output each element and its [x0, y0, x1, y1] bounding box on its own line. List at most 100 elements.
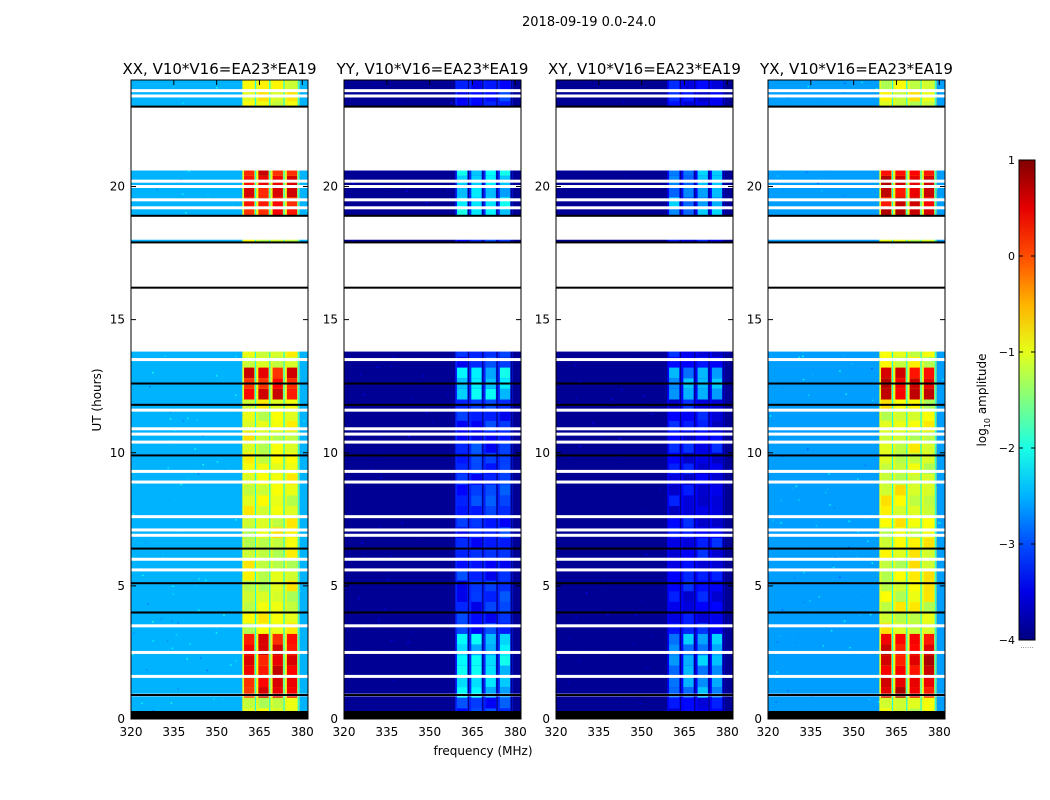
band-cell [895, 676, 905, 687]
noise-cell [447, 394, 449, 396]
band-separator [892, 80, 893, 719]
y-tick-label: 0 [330, 712, 338, 726]
noise-cell [385, 667, 387, 669]
band-cell [712, 495, 722, 506]
flag-line [344, 528, 521, 531]
band-cell [244, 676, 254, 687]
noise-cell [451, 102, 453, 104]
flag-line [556, 528, 733, 531]
band-cell [287, 410, 297, 421]
band-cell [486, 538, 496, 549]
band-cell [669, 389, 679, 400]
noise-cell [386, 628, 388, 630]
data-gap [344, 242, 521, 287]
band-cell [698, 453, 708, 464]
noise-cell [392, 420, 394, 422]
noise-cell [775, 701, 777, 703]
noise-cell [633, 644, 635, 646]
band-cell [258, 495, 268, 506]
band-cell [881, 655, 891, 666]
band-cell [500, 698, 510, 709]
band-cell [698, 485, 708, 496]
y-tick-label: 10 [323, 446, 338, 460]
noise-cell [357, 648, 359, 650]
band-cell [910, 442, 920, 453]
band-cell [457, 591, 467, 602]
noise-cell [218, 423, 220, 425]
noise-cell [376, 452, 378, 454]
flag-line [131, 180, 308, 183]
band-cell [457, 538, 467, 549]
noise-cell [782, 609, 784, 611]
band-cell [881, 613, 891, 624]
noise-cell [942, 379, 944, 381]
band-cell [669, 495, 679, 506]
band-cell [924, 602, 934, 613]
band-cell [486, 517, 496, 528]
flag-line [131, 94, 308, 97]
x-tick-label: 320 [333, 725, 356, 739]
band-cell [244, 581, 254, 592]
band-cell [669, 591, 679, 602]
band-cell [895, 581, 905, 592]
noise-cell [230, 664, 232, 666]
band-separator [708, 80, 709, 719]
band-cell [895, 634, 905, 645]
flag-line [131, 433, 308, 436]
flag-line [131, 470, 308, 473]
band-cell [486, 602, 496, 613]
x-tick-label: 335 [375, 725, 398, 739]
noise-cell [153, 640, 155, 642]
band-cell [273, 485, 283, 496]
band-cell [881, 549, 891, 560]
flag-line [344, 185, 521, 188]
band-cell [486, 634, 496, 645]
noise-cell [388, 682, 390, 684]
noise-cell [133, 513, 135, 515]
band-cell [669, 570, 679, 581]
data-gap [344, 216, 521, 240]
band-cell [244, 570, 254, 581]
data-gap [131, 242, 308, 287]
x-tick-label: 335 [162, 725, 185, 739]
band-cell [683, 613, 693, 624]
band-cell [669, 549, 679, 560]
band-cell [273, 506, 283, 517]
band-cell [669, 187, 679, 198]
noise-cell [223, 614, 225, 616]
noise-cell [361, 542, 363, 544]
flag-edge [768, 287, 945, 289]
band-cell [881, 410, 891, 421]
y-tick-label: 10 [747, 446, 762, 460]
flag-edge [131, 106, 308, 108]
band-cell [287, 187, 297, 198]
band-cell [273, 453, 283, 464]
flag-edge [556, 582, 733, 584]
band-cell [457, 517, 467, 528]
noise-cell [870, 614, 872, 616]
band-cell [457, 80, 467, 91]
noise-cell [856, 556, 858, 558]
band-cell [273, 666, 283, 677]
noise-cell [812, 374, 814, 376]
noise-cell [146, 669, 148, 671]
noise-cell [586, 457, 588, 459]
band-cell [712, 602, 722, 613]
data-gap [131, 288, 308, 352]
noise-cell [303, 420, 305, 422]
flag-edge [131, 582, 308, 584]
flag-line [344, 198, 521, 201]
flag-edge [556, 454, 733, 456]
y-tick-label: 5 [117, 579, 125, 593]
band-cell [924, 591, 934, 602]
band-cell [712, 655, 722, 666]
x-tick-label: 320 [757, 725, 780, 739]
noise-cell [839, 370, 841, 372]
band-cell [698, 442, 708, 453]
band-cell [895, 538, 905, 549]
noise-cell [659, 671, 661, 673]
flag-line [768, 528, 945, 531]
band-cell [683, 559, 693, 570]
band-separator [283, 80, 284, 719]
band-cell [244, 602, 254, 613]
